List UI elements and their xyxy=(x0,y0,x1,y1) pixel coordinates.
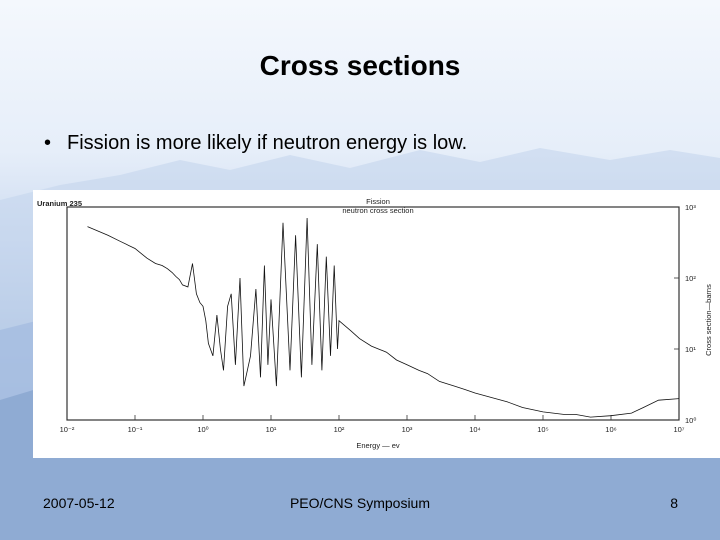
x-tick-label: 10⁰ xyxy=(197,425,208,434)
y-tick-label: 10² xyxy=(685,274,696,283)
y-tick-label: 10¹ xyxy=(685,345,696,354)
bullet-dot: • xyxy=(44,132,52,154)
x-tick-label: 10⁻² xyxy=(60,425,75,434)
y-tick-label: 10³ xyxy=(685,203,696,212)
chart-title: Fission xyxy=(366,197,390,206)
x-tick-label: 10² xyxy=(334,425,345,434)
bullet-text: Fission is more likely if neutron energy… xyxy=(67,132,468,154)
chart-subtitle: neutron cross section xyxy=(342,206,413,215)
y-tick-label: 10⁰ xyxy=(685,416,696,425)
corner-label: Uranium 235 xyxy=(37,199,82,208)
plot-frame xyxy=(66,206,680,421)
slide-number: 8 xyxy=(670,495,678,511)
slide-title: Cross sections xyxy=(259,50,461,81)
chart-svg: Uranium 235 Fission neutron cross sectio… xyxy=(33,190,720,458)
chart-background xyxy=(33,190,720,458)
x-tick-label: 10⁵ xyxy=(537,425,548,434)
x-tick-label: 10⁴ xyxy=(469,425,481,434)
footer-event: PEO/CNS Symposium xyxy=(289,495,431,511)
x-tick-label: 10³ xyxy=(402,425,413,434)
series-line xyxy=(87,217,680,418)
cross-section-chart: Uranium 235 Fission neutron cross sectio… xyxy=(33,190,720,458)
x-tick-label: 10¹ xyxy=(266,425,277,434)
y-axis-label: Cross section—barns xyxy=(704,284,713,356)
x-tick-label: 10⁶ xyxy=(605,425,616,434)
x-tick-label: 10⁻¹ xyxy=(128,425,143,434)
x-axis-label: Energy — ev xyxy=(356,441,400,450)
footer-date: 2007-05-12 xyxy=(43,495,115,511)
x-tick-label: 10⁷ xyxy=(673,425,684,434)
bullet-item: • Fission is more likely if neutron energ… xyxy=(44,132,467,155)
